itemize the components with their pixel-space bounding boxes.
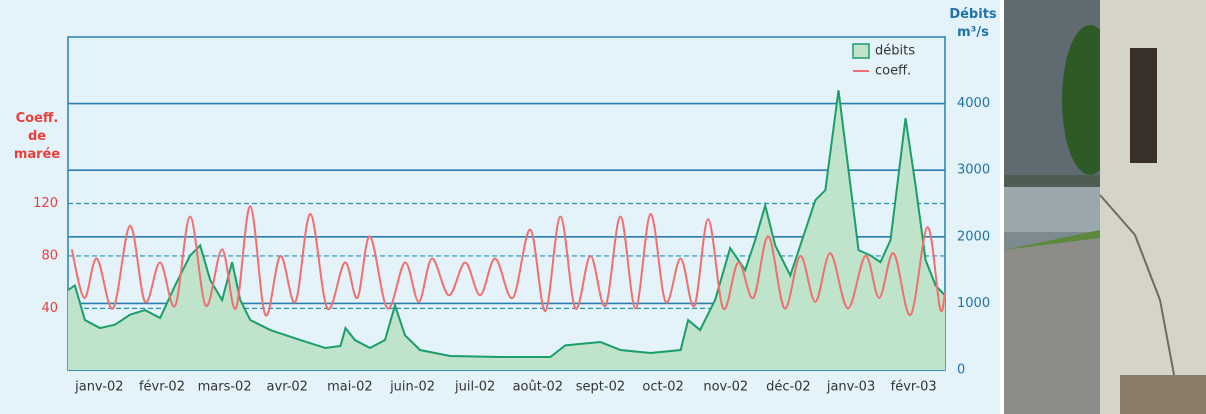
x-tick-label: nov-02 — [703, 380, 748, 395]
y2-tick-label: 3000 — [957, 163, 990, 178]
legend-label: débits — [875, 44, 915, 59]
legend-swatch — [852, 43, 870, 59]
x-tick-label: janv-03 — [826, 380, 875, 395]
x-tick-label: févr-02 — [139, 380, 185, 395]
y2-tick-label: 2000 — [957, 229, 990, 244]
y2-axis-title: Débits m³/s — [949, 7, 997, 40]
x-tick-label: janv-02 — [74, 380, 123, 395]
x-tick-label: juin-02 — [389, 380, 435, 395]
x-tick-label: août-02 — [513, 380, 564, 395]
x-tick-label: déc-02 — [766, 380, 811, 395]
y2-tick-label: 0 — [957, 363, 965, 378]
y-axis-title: Coeff. de marée — [13, 111, 61, 162]
area-fill — [68, 90, 945, 370]
area-line — [67, 90, 946, 359]
y2-tick-label: 4000 — [957, 96, 990, 111]
photo — [1004, 0, 1206, 414]
legend-label: coeff. — [875, 64, 911, 79]
x-tick-label: févr-03 — [891, 380, 937, 395]
line — [70, 205, 946, 317]
x-tick-label: sept-02 — [576, 380, 625, 395]
x-tick-label: mars-02 — [198, 380, 252, 395]
y-tick-label: 120 — [33, 196, 58, 211]
y-tick-label: 80 — [41, 248, 58, 263]
x-tick-label: juil-02 — [454, 380, 495, 395]
x-tick-label: avr-02 — [267, 380, 308, 395]
y-tick-label: 40 — [41, 301, 58, 316]
x-tick-label: mai-02 — [327, 380, 372, 395]
x-tick-label: oct-02 — [642, 380, 683, 395]
y2-tick-label: 1000 — [957, 296, 990, 311]
